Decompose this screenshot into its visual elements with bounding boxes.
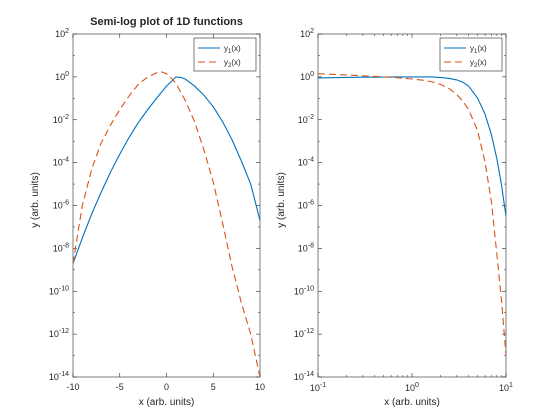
right-x-tick-label-base: 10 [310, 383, 320, 393]
left-y-tick-label-exponent: -6 [63, 200, 69, 207]
right-y-tick-label-exponent: -8 [308, 242, 314, 249]
right-y-tick-label-exponent: -12 [304, 328, 314, 335]
right-y-tick-label-base: 10 [294, 286, 304, 296]
right-y-tick-label: 10-8 [298, 242, 314, 253]
right-axes: x (arb. units) y (arb. units) 10-1410-12… [276, 28, 513, 408]
left-y-tick-label-base: 10 [55, 29, 65, 39]
left-x-tick-label: -10 [66, 382, 79, 392]
left-y-tick-label-exponent: 0 [65, 71, 69, 78]
right-y-tick-label-base: 10 [300, 29, 310, 39]
right-y-tick-label-exponent: 2 [310, 28, 314, 35]
right-y-tick-label-exponent: -10 [304, 285, 314, 292]
right-x-tick-label: 101 [499, 382, 513, 393]
left-y-tick-label-base: 10 [49, 286, 59, 296]
left-y-tick-label: 10-6 [53, 200, 69, 211]
right-plot-area [317, 33, 507, 378]
right-y-tick-label: 10-6 [298, 200, 314, 211]
left-y-tick-label-exponent: -4 [63, 157, 69, 164]
left-x-tick-label: -5 [116, 382, 124, 392]
left-plot-area [72, 33, 261, 378]
left-y-tick-label: 10-10 [49, 285, 69, 296]
right-y-tick-label: 10-12 [294, 328, 314, 339]
right-x-tick-label-exponent: 0 [415, 382, 419, 389]
left-chart-title: Semi-log plot of 1D functions [90, 16, 243, 28]
left-y-tick-label: 10-12 [49, 328, 69, 339]
right-y-tick-label: 10-10 [294, 285, 314, 296]
left-y-tick-label-exponent: -2 [63, 114, 69, 121]
right-x-tick-label-exponent: 1 [509, 382, 513, 389]
left-legend-box [193, 37, 257, 72]
right-y-tick-label-base: 10 [300, 72, 310, 82]
right-y-tick-label-exponent: 0 [310, 71, 314, 78]
right-y-tick-label-base: 10 [298, 158, 308, 168]
left-y-tick-label-base: 10 [49, 372, 59, 382]
left-y-tick-label: 10-14 [49, 371, 69, 382]
right-y-tick-label-base: 10 [294, 329, 304, 339]
left-y-tick-label-exponent: -14 [59, 371, 69, 378]
right-y-tick-label-exponent: -6 [308, 200, 314, 207]
right-x-tick-label-base: 10 [405, 383, 415, 393]
right-x-tick-label: 100 [405, 382, 419, 393]
left-y-tick-label-base: 10 [49, 329, 59, 339]
right-legend-label-y2: y2(x) [470, 58, 487, 69]
right-y-tick-label-base: 10 [298, 115, 308, 125]
right-y-axis-label: y (arb. units) [276, 172, 287, 228]
left-x-tick-label: 5 [211, 382, 216, 392]
right-y-tick-label-base: 10 [294, 372, 304, 382]
right-series-y2-line [318, 73, 506, 356]
left-y-tick-label-exponent: 2 [65, 28, 69, 35]
left-y-tick-label: 100 [55, 71, 69, 82]
right-y-tick-label: 100 [300, 71, 314, 82]
right-y-tick-label-base: 10 [298, 243, 308, 253]
left-y-tick-label: 10-8 [53, 242, 69, 253]
right-y-tick-label: 102 [300, 28, 314, 39]
left-y-tick-label-base: 10 [55, 72, 65, 82]
left-legend-label-y2: y2(x) [224, 58, 241, 69]
left-x-tick-label: 10 [255, 382, 265, 392]
right-series-y1-line [318, 76, 506, 217]
left-y-tick-label-exponent: -10 [59, 285, 69, 292]
right-y-tick-label-base: 10 [298, 201, 308, 211]
right-y-tick-label-exponent: -4 [308, 157, 314, 164]
left-y-tick-label-exponent: -8 [63, 242, 69, 249]
right-x-axis-label: x (arb. units) [384, 397, 440, 408]
left-x-tick-label: 0 [164, 382, 169, 392]
right-y-tick-label-exponent: -14 [304, 371, 314, 378]
left-y-tick-label: 10-2 [53, 114, 69, 125]
right-legend-label-y1: y1(x) [470, 44, 487, 55]
left-y-tick-label: 102 [55, 28, 69, 39]
right-y-tick-label-exponent: -2 [308, 114, 314, 121]
left-series-y1-line [73, 76, 260, 264]
left-y-tick-label-exponent: -12 [59, 328, 69, 335]
right-x-tick-label-base: 10 [499, 383, 509, 393]
right-y-tick-label: 10-2 [298, 114, 314, 125]
left-legend: y1(x) y2(x) [193, 37, 257, 72]
right-legend: y1(x) y2(x) [439, 37, 503, 72]
right-x-tick-label: 10-1 [310, 382, 326, 393]
left-series-y2-line [73, 71, 260, 377]
left-y-tick-label-base: 10 [53, 201, 63, 211]
right-y-tick-label: 10-4 [298, 157, 314, 168]
left-axes: Semi-log plot of 1D functions x (arb. un… [30, 16, 265, 408]
left-y-tick-label-base: 10 [53, 243, 63, 253]
left-y-axis-label: y (arb. units) [30, 172, 41, 228]
right-legend-box [439, 37, 503, 72]
left-y-tick-label-base: 10 [53, 115, 63, 125]
left-legend-label-y1: y1(x) [224, 44, 241, 55]
left-x-axis-label: x (arb. units) [139, 397, 195, 408]
right-y-tick-label: 10-14 [294, 371, 314, 382]
left-y-tick-label: 10-4 [53, 157, 69, 168]
left-y-tick-label-base: 10 [53, 158, 63, 168]
right-x-tick-label-exponent: -1 [320, 382, 326, 389]
